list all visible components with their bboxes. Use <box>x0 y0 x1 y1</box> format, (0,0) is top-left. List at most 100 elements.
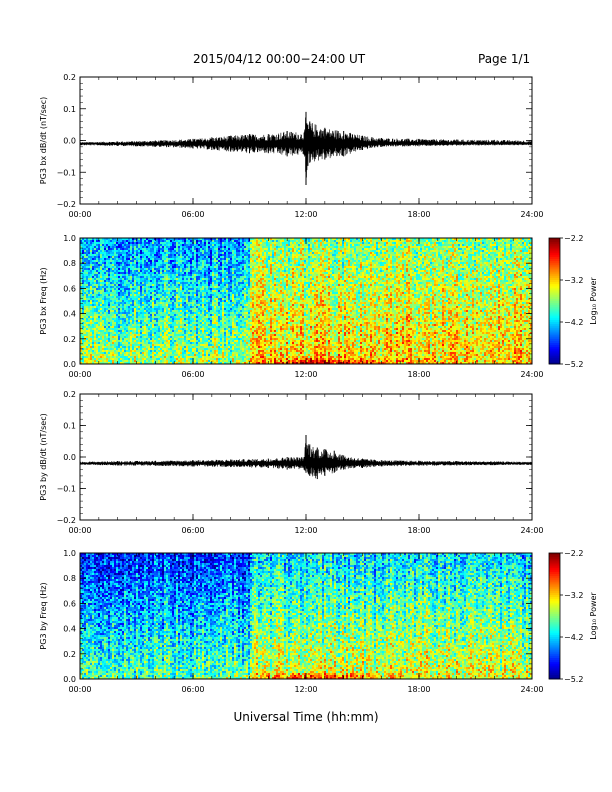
heatmap-cell <box>204 296 206 298</box>
heatmap-cell <box>134 358 136 360</box>
heatmap-cell <box>154 270 156 272</box>
heatmap-cell <box>222 252 224 254</box>
heatmap-cell <box>84 350 86 352</box>
heatmap-cell <box>132 290 134 292</box>
heatmap-cell <box>146 294 148 296</box>
heatmap-cell <box>116 250 118 252</box>
heatmap-cell <box>142 326 144 328</box>
heatmap-cell <box>146 348 148 350</box>
heatmap-cell <box>158 310 160 312</box>
heatmap-cell <box>182 354 184 356</box>
heatmap-cell <box>172 296 174 298</box>
heatmap-cell <box>202 240 204 242</box>
heatmap-cell <box>208 312 210 314</box>
heatmap-cell <box>162 298 164 300</box>
heatmap-cell <box>188 336 190 338</box>
heatmap-cell <box>110 360 112 362</box>
heatmap-cell <box>216 334 218 336</box>
heatmap-cell <box>158 292 160 294</box>
heatmap-cell <box>194 352 196 354</box>
heatmap-cell <box>122 266 124 268</box>
heatmap-cell <box>160 304 162 306</box>
heatmap-cell <box>84 266 86 268</box>
heatmap-cell <box>114 326 116 328</box>
heatmap-cell <box>88 312 90 314</box>
heatmap-cell <box>156 324 158 326</box>
heatmap-cell <box>232 318 234 320</box>
heatmap-cell <box>178 332 180 334</box>
heatmap-cell <box>96 326 98 328</box>
heatmap-cell <box>162 274 164 276</box>
heatmap-cell <box>84 278 86 280</box>
heatmap-cell <box>160 354 162 356</box>
heatmap-cell <box>142 266 144 268</box>
heatmap-cell <box>146 298 148 300</box>
heatmap-cell <box>232 266 234 268</box>
heatmap-cell <box>110 284 112 286</box>
heatmap-cell <box>100 306 102 308</box>
heatmap-cell <box>176 294 178 296</box>
heatmap-cell <box>166 340 168 342</box>
heatmap-cell <box>186 284 188 286</box>
heatmap-cell <box>218 324 220 326</box>
heatmap-cell <box>168 268 170 270</box>
heatmap-cell <box>102 344 104 346</box>
heatmap-cell <box>196 306 198 308</box>
heatmap-cell <box>228 356 230 358</box>
heatmap-cell <box>194 308 196 310</box>
heatmap-cell <box>88 276 90 278</box>
heatmap-cell <box>152 306 154 308</box>
heatmap-cell <box>102 340 104 342</box>
heatmap-cell <box>112 308 114 310</box>
heatmap-cell <box>164 268 166 270</box>
heatmap-cell <box>138 260 140 262</box>
heatmap-cell <box>178 262 180 264</box>
heatmap-cell <box>222 250 224 252</box>
heatmap-cell <box>202 286 204 288</box>
heatmap-cell <box>110 242 112 244</box>
heatmap-cell <box>226 288 228 290</box>
heatmap-cell <box>92 266 94 268</box>
heatmap-cell <box>122 302 124 304</box>
heatmap-cell <box>124 252 126 254</box>
heatmap-cell <box>222 330 224 332</box>
heatmap-cell <box>140 360 142 362</box>
heatmap-cell <box>150 268 152 270</box>
heatmap-cell <box>132 326 134 328</box>
heatmap-cell <box>230 334 232 336</box>
heatmap-cell <box>180 332 182 334</box>
heatmap-cell <box>216 244 218 246</box>
heatmap-cell <box>192 354 194 356</box>
heatmap-cell <box>158 324 160 326</box>
heatmap-cell <box>174 336 176 338</box>
heatmap-cell <box>172 268 174 270</box>
heatmap-cell <box>158 282 160 284</box>
heatmap-cell <box>152 352 154 354</box>
heatmap-cell <box>196 284 198 286</box>
heatmap-cell <box>136 336 138 338</box>
heatmap-cell <box>88 346 90 348</box>
heatmap-cell <box>154 336 156 338</box>
heatmap-cell <box>126 322 128 324</box>
heatmap-cell <box>84 264 86 266</box>
heatmap-cell <box>136 276 138 278</box>
heatmap-cell <box>136 278 138 280</box>
heatmap-cell <box>152 262 154 264</box>
heatmap-cell <box>168 314 170 316</box>
heatmap-cell <box>92 260 94 262</box>
heatmap-cell <box>158 314 160 316</box>
heatmap-cell <box>176 270 178 272</box>
heatmap-cell <box>196 272 198 274</box>
heatmap-cell <box>216 280 218 282</box>
heatmap-cell <box>90 354 92 356</box>
heatmap-cell <box>202 312 204 314</box>
heatmap-cell <box>198 346 200 348</box>
heatmap-cell <box>176 308 178 310</box>
heatmap-cell <box>160 284 162 286</box>
heatmap-cell <box>156 300 158 302</box>
heatmap-cell <box>98 352 100 354</box>
heatmap-cell <box>182 302 184 304</box>
heatmap-cell <box>116 254 118 256</box>
heatmap-cell <box>134 302 136 304</box>
heatmap-cell <box>106 278 108 280</box>
